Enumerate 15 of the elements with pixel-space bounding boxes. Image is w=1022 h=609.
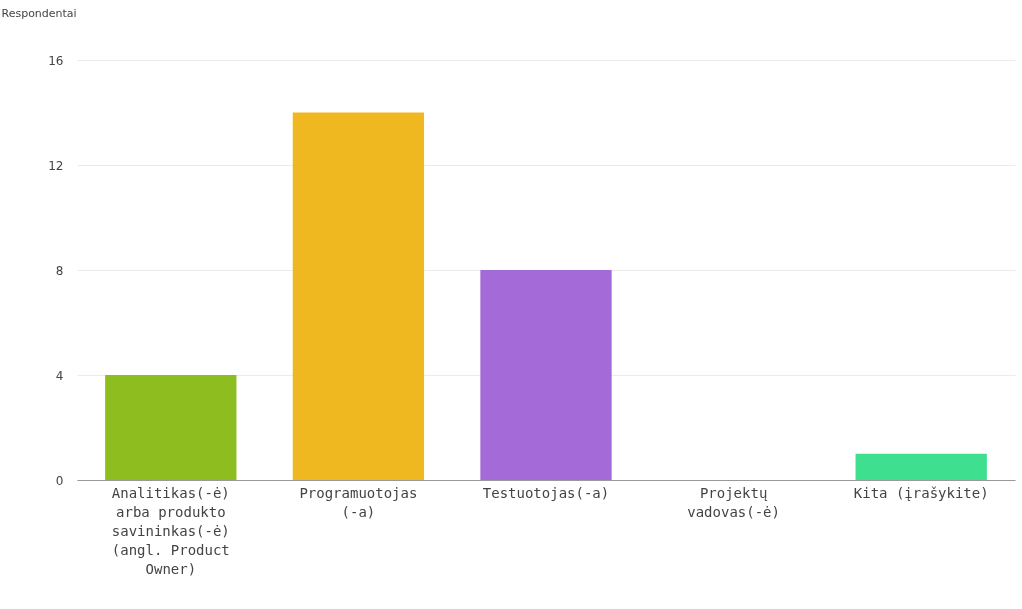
y-tick-label: 0 — [55, 473, 64, 488]
bar — [105, 375, 237, 480]
x-tick-label: Programuotojas (-a) — [299, 484, 418, 520]
y-tick-label: 12 — [48, 158, 64, 173]
x-tick-label: Analitikas(-ė) arba produkto savininkas(-ė) (angl. Product Owner) — [111, 484, 230, 577]
x-tick-label: Projektų vadovas(-ė) — [687, 484, 780, 520]
bar — [480, 270, 612, 480]
y-axis-title: Respondentai — [1, 6, 77, 20]
y-tick-label: 4 — [55, 368, 64, 383]
x-tick-label: Kita (įrašykite) — [853, 484, 989, 501]
x-tick-label: Testuotojas(-a) — [482, 484, 610, 501]
bar — [292, 112, 425, 480]
y-tick-label: 16 — [48, 53, 64, 68]
bar — [855, 453, 987, 480]
y-tick-label: 8 — [55, 263, 64, 278]
